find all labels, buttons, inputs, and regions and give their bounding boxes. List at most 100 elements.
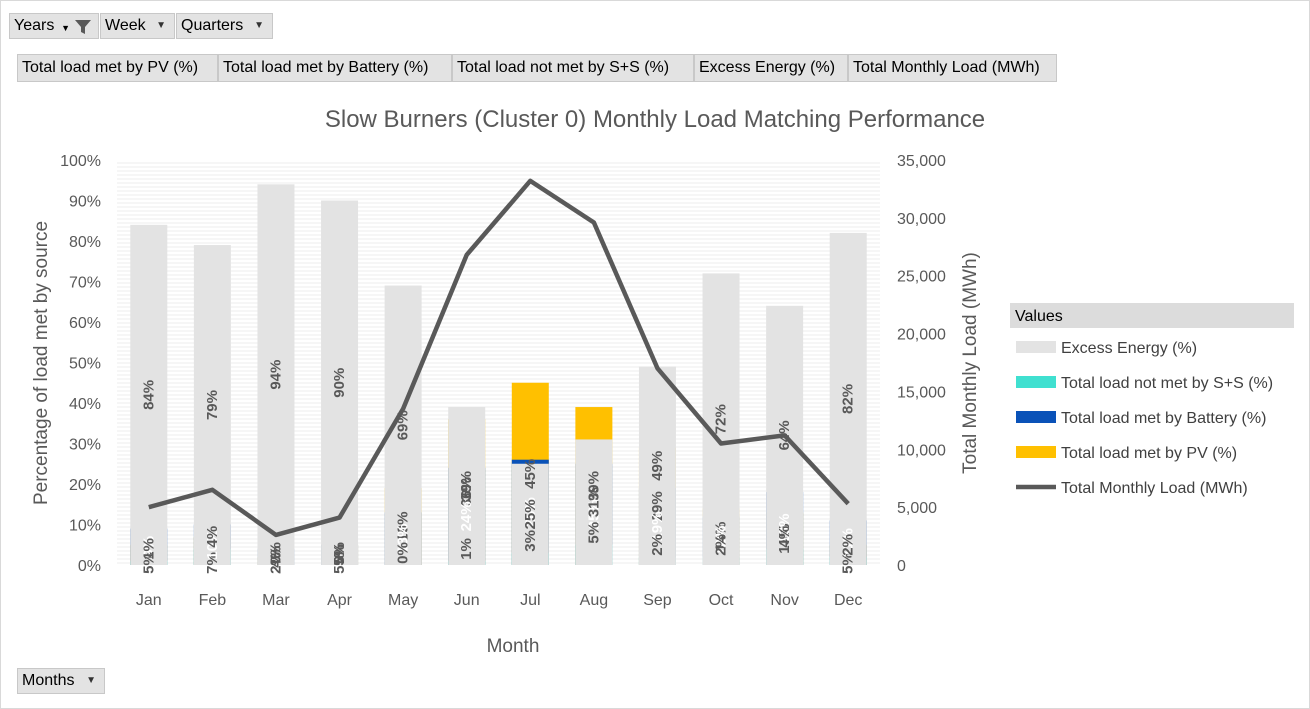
value-field-notmet[interactable]: Total load not met by S+S (%) <box>452 54 694 82</box>
label-notmet-mar: 0% <box>267 542 284 564</box>
label-battery-sep: 19% <box>649 512 666 542</box>
data-labels: 5%9%1%84%7%10%4%79%2%4%0%94%5%5%0%90%19%… <box>140 360 856 574</box>
label-excess-feb: 79% <box>204 390 221 420</box>
value-field-pv[interactable]: Total load met by PV (%) <box>17 54 218 82</box>
label-battery-jun: 24% <box>458 501 475 531</box>
y-tick-label: 80% <box>69 234 101 251</box>
week-filter-label: Week <box>105 17 146 34</box>
legend[interactable]: Values Excess Energy (%) Total load not m… <box>1010 303 1294 497</box>
legend-swatch-notmet <box>1016 376 1056 388</box>
label-notmet-nov: 4% <box>776 526 793 548</box>
label-excess-nov: 64% <box>776 420 793 450</box>
x-tick-label: Oct <box>709 592 734 609</box>
y-axis-ticks: 0% 10% 20% 30% 40% 50% 60% 70% 80% 90% 100% <box>60 153 101 575</box>
bar-excess-apr <box>321 200 359 565</box>
label-notmet-feb: 4% <box>204 526 221 548</box>
label-notmet-jun: 1% <box>458 538 475 560</box>
label-battery-nov: 18% <box>776 514 793 544</box>
label-excess-mar: 94% <box>267 360 284 390</box>
bar-excess-mar <box>257 184 295 566</box>
legend-item-label: Total Monthly Load (MWh) <box>1061 480 1248 497</box>
chevron-down-icon: ▼ <box>156 20 166 31</box>
label-excess-jul: 25% <box>522 499 539 529</box>
background-hatch <box>117 162 880 564</box>
bar-excess-oct <box>702 273 740 565</box>
y2-tick-label: 5,000 <box>897 500 937 517</box>
y2-tick-label: 15,000 <box>897 384 946 401</box>
label-pv-nov: 13% <box>776 524 793 554</box>
legend-swatch-battery <box>1016 411 1056 423</box>
legend-swatch-pv <box>1016 446 1056 458</box>
label-notmet-may: 0% <box>395 542 412 564</box>
label-battery-jul: 26% <box>522 497 539 527</box>
x-tick-label: Dec <box>834 592 862 609</box>
label-excess-jan: 84% <box>140 380 157 410</box>
y-tick-label: 60% <box>69 315 101 332</box>
legend-item-label: Total load not met by S+S (%) <box>1061 375 1273 392</box>
bar-excess-may <box>384 285 422 565</box>
value-field-excess[interactable]: Excess Energy (%) <box>694 54 848 82</box>
y2-tick-label: 10,000 <box>897 442 946 459</box>
label-pv-jan: 5% <box>140 552 157 574</box>
y2-axis-title: Total Monthly Load (MWh) <box>960 252 981 474</box>
label-battery-feb: 10% <box>204 530 221 560</box>
x-axis-ticks: Jan Feb Mar Apr May Jun Jul Aug Sep Oct Nov Dec <box>136 592 863 609</box>
y-tick-label: 30% <box>69 437 101 454</box>
legend-item-label: Total load met by PV (%) <box>1061 445 1237 462</box>
label-pv-feb: 7% <box>204 552 221 574</box>
y-tick-label: 0% <box>78 558 101 575</box>
legend-item-label: Excess Energy (%) <box>1061 340 1197 357</box>
label-notmet-dec: 2% <box>840 534 857 556</box>
x-tick-label: Sep <box>643 592 672 609</box>
bar-excess-jul <box>511 463 549 565</box>
y-tick-label: 70% <box>69 275 101 292</box>
legend-header-bg <box>1010 303 1294 328</box>
line-total-monthly-load <box>148 178 850 538</box>
x-axis-title: Month <box>487 636 540 657</box>
x-tick-label: May <box>388 592 418 609</box>
bars <box>130 184 867 566</box>
label-battery-dec: 11% <box>840 528 857 557</box>
label-notmet-aug: 5% <box>585 522 602 544</box>
y-tick-label: 20% <box>69 477 101 494</box>
label-notmet-apr: 0% <box>331 542 348 564</box>
chevron-down-icon: ▼ <box>86 675 96 686</box>
label-pv-mar: 2% <box>267 552 284 574</box>
months-filter-button[interactable]: Months ▼ <box>17 668 105 694</box>
label-notmet-sep: 2% <box>649 534 666 556</box>
bar-excess-dec <box>829 232 867 565</box>
y-tick-label: 100% <box>60 153 101 170</box>
week-filter-button[interactable]: Week ▼ <box>100 13 175 39</box>
label-notmet-jul: 3% <box>522 530 539 552</box>
y2-tick-label: 35,000 <box>897 153 946 170</box>
x-tick-label: Feb <box>199 592 227 609</box>
y2-tick-label: 25,000 <box>897 269 946 286</box>
quarters-filter-button[interactable]: Quarters ▼ <box>176 13 273 39</box>
label-excess-oct: 72% <box>713 404 730 434</box>
value-field-battery[interactable]: Total load met by Battery (%) <box>218 54 452 82</box>
legend-header: Values <box>1015 308 1063 325</box>
months-filter-label: Months <box>22 672 75 689</box>
y2-axis-ticks: 0 5,000 10,000 15,000 20,000 25,000 30,000 35,0… <box>897 153 946 575</box>
x-tick-label: Apr <box>327 592 353 609</box>
label-excess-aug: 31% <box>585 487 602 517</box>
value-field-load[interactable]: Total Monthly Load (MWh) <box>848 54 1057 82</box>
label-excess-dec: 82% <box>840 384 857 414</box>
y2-tick-label: 30,000 <box>897 211 946 228</box>
label-pv-dec: 5% <box>840 552 857 574</box>
chevron-down-icon: ▼ <box>254 20 264 31</box>
x-tick-label: Mar <box>262 592 290 609</box>
label-excess-apr: 90% <box>331 368 348 398</box>
bar-excess-aug <box>575 439 613 565</box>
y-tick-label: 50% <box>69 356 101 373</box>
chart-title: Slow Burners (Cluster 0) Monthly Load Ma… <box>325 106 985 133</box>
years-filter-button[interactable]: Years ▼ <box>9 13 99 39</box>
label-battery-mar: 4% <box>267 546 284 568</box>
label-battery-aug: 25% <box>585 499 602 529</box>
legend-item-label: Total load met by Battery (%) <box>1061 410 1266 427</box>
label-battery-jan: 9% <box>140 536 157 558</box>
label-pv-aug: 39% <box>585 471 602 501</box>
label-pv-may: 19% <box>395 512 412 542</box>
bar-excess-sep <box>638 366 676 565</box>
